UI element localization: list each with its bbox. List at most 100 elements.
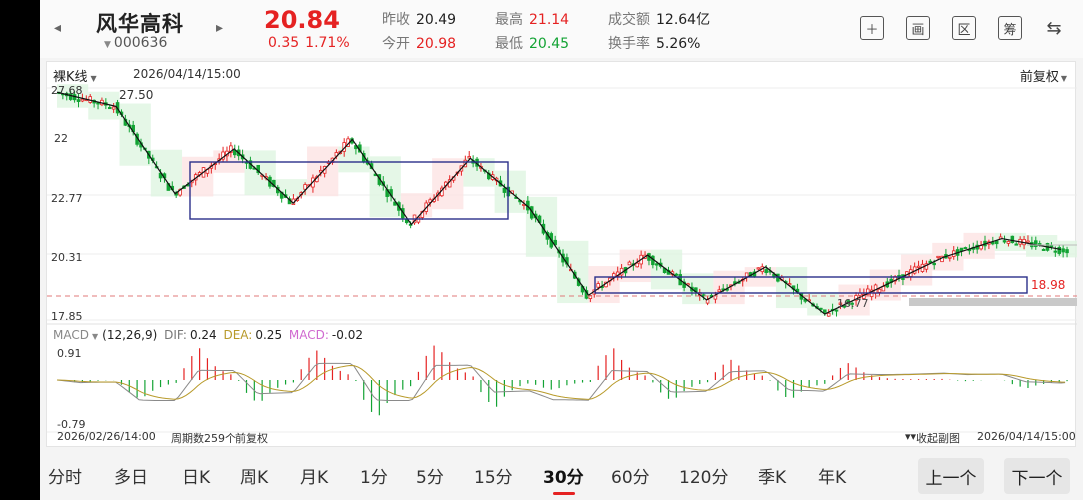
candle — [764, 269, 768, 273]
candle — [1010, 235, 1015, 244]
tab-120min[interactable]: 120分 — [679, 468, 729, 488]
tab-monthly[interactable]: 月K — [300, 468, 329, 488]
tab-5min[interactable]: 5分 — [416, 468, 444, 488]
dropdown-icon: ▼ — [104, 40, 111, 50]
period-tabs: 分时 多日 日K 周K 月K 1分 5分 15分 30分 60分 120分 季K… — [40, 450, 1083, 500]
chip-distribution-icon[interactable]: 筹 — [998, 16, 1022, 40]
tab-yearly[interactable]: 年K — [818, 468, 847, 488]
candle — [1065, 249, 1069, 254]
chart-footer: 2026/02/26/14:00 周期数259个 前复权 ▾▾ 收起副图 202… — [47, 430, 1076, 445]
left-price-mark: 22 — [54, 132, 68, 145]
tab-daily[interactable]: 日K — [182, 468, 211, 488]
candle — [756, 267, 761, 270]
low-price: 最低 20.45 — [495, 36, 570, 52]
down-zone-band — [150, 149, 183, 197]
down-zone-band — [994, 232, 1027, 252]
candle — [588, 295, 593, 299]
end-date: 2026/04/14/15:00 — [977, 430, 1076, 443]
candle — [1057, 246, 1061, 254]
add-watchlist-icon[interactable]: ＋ — [860, 16, 884, 40]
tab-quarterly[interactable]: 季K — [758, 468, 787, 488]
price-line-label: 18.98 — [1031, 278, 1066, 292]
candle — [717, 289, 722, 293]
candle — [303, 184, 307, 190]
y-axis-label-min: 17.85 — [51, 310, 83, 323]
turnover: 成交额 12.64亿 — [608, 12, 711, 28]
down-zone-band — [525, 196, 558, 257]
candle — [467, 156, 471, 159]
candle — [936, 255, 940, 258]
candle — [823, 309, 827, 313]
rotate-screen-icon[interactable]: ⇆ — [1046, 17, 1062, 39]
footer-adjust: 前复权 — [235, 432, 268, 445]
tab-multi-day[interactable]: 多日 — [114, 468, 148, 488]
candle — [1053, 250, 1058, 253]
low-price-mark: 16.77 — [837, 297, 869, 310]
tab-30min[interactable]: 30分 — [543, 468, 584, 488]
chart-panel[interactable]: 裸K线 ▼ 2026/04/14/15:00 前复权 ▼ 27.68 22.77 2… — [46, 61, 1077, 448]
candle — [682, 281, 686, 288]
adjust-selector[interactable]: 前复权 ▼ — [1019, 70, 1067, 85]
turnover-rate: 换手率 5.26% — [608, 36, 701, 52]
period-count: 周期数259个 — [171, 432, 236, 445]
candle — [1041, 248, 1046, 251]
candle — [1026, 240, 1030, 243]
prev-close: 昨收 20.49 — [382, 12, 457, 28]
candle — [596, 283, 600, 288]
candle — [553, 239, 557, 246]
candle — [627, 261, 632, 266]
range-box — [594, 276, 1028, 294]
macd-header[interactable]: MACD ▼ (12,26,9) DIF: 0.24 DEA: 0.25 MACD: -0… — [53, 328, 363, 342]
down-zone-band — [463, 158, 495, 187]
candle — [701, 294, 706, 297]
down-zone-band — [275, 179, 308, 197]
app-window: ◂ 风华高科 ▼ 000636 ▸ 20.84 0.35 1.71% 昨收 20.49… — [40, 0, 1083, 500]
draw-tool-icon[interactable]: 画 — [906, 16, 930, 40]
range-stats-icon[interactable]: 区 — [952, 16, 976, 40]
kline-type-selector[interactable]: 裸K线 ▼ — [53, 70, 97, 85]
zigzag-line — [56, 91, 1062, 315]
collapse-subchart-button[interactable]: ▾▾ 收起副图 — [905, 430, 961, 445]
prev-stock-button[interactable]: 上一个 — [918, 458, 984, 494]
tab-1min[interactable]: 1分 — [360, 468, 388, 488]
tab-60min[interactable]: 60分 — [611, 468, 650, 488]
candle — [834, 309, 839, 312]
next-stock-arrow-icon[interactable]: ▸ — [216, 20, 224, 36]
candle — [877, 288, 882, 293]
candle — [655, 263, 659, 266]
y-axis-label-max: 27.68 — [51, 84, 83, 97]
candle — [1014, 243, 1019, 246]
candle — [229, 145, 233, 153]
candle — [850, 302, 854, 305]
candle — [963, 247, 968, 250]
candle — [111, 106, 116, 110]
high-price-mark: 27.50 — [119, 88, 154, 102]
stock-code[interactable]: ▼ 000636 — [104, 35, 168, 51]
candle — [107, 107, 112, 110]
candle — [916, 265, 921, 268]
start-date: 2026/02/26/14:00 — [57, 430, 156, 443]
candle — [1002, 240, 1007, 243]
candlestick-chart[interactable] — [47, 62, 1077, 448]
candle — [68, 93, 73, 100]
high-price: 最高 21.14 — [495, 12, 570, 28]
down-zone-band — [807, 292, 839, 316]
candle — [635, 262, 640, 268]
candle — [76, 99, 81, 102]
candle — [1061, 248, 1065, 253]
dropdown-icon: ▼ — [90, 74, 97, 83]
dea-line — [56, 365, 1066, 400]
next-stock-button[interactable]: 下一个 — [1004, 458, 1070, 494]
price-band — [909, 298, 1077, 306]
tab-weekly[interactable]: 周K — [240, 468, 269, 488]
tab-intraday[interactable]: 分时 — [48, 468, 82, 488]
current-price: 20.84 — [264, 6, 340, 34]
candle — [502, 187, 507, 193]
candle — [932, 262, 936, 266]
candle — [866, 288, 870, 296]
range-box — [189, 161, 509, 220]
prev-stock-arrow-icon[interactable]: ◂ — [54, 20, 62, 36]
tab-15min[interactable]: 15分 — [474, 468, 513, 488]
chart-toolbar: 裸K线 ▼ 2026/04/14/15:00 前复权 ▼ — [47, 62, 1075, 86]
y-axis-label: 20.31 — [51, 251, 83, 264]
